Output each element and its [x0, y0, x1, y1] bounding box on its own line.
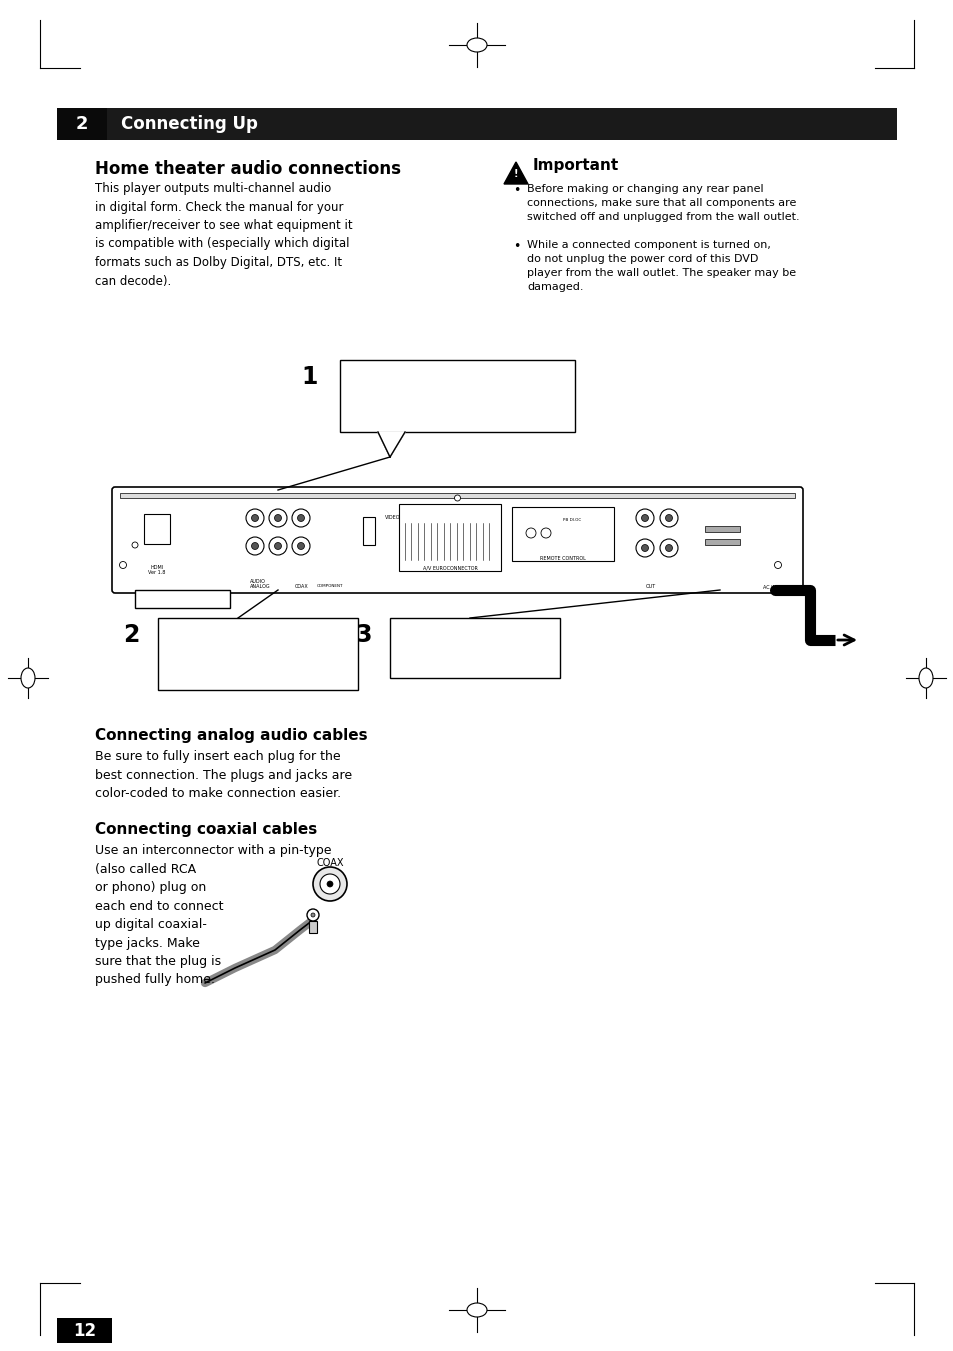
Circle shape — [659, 539, 678, 557]
Circle shape — [327, 881, 333, 888]
FancyBboxPatch shape — [144, 513, 170, 544]
Text: Use an interconnector with a pin-type
(also called RCA
or phono) plug on
each en: Use an interconnector with a pin-type (a… — [95, 844, 331, 986]
Circle shape — [774, 562, 781, 569]
Bar — [57, 108, 107, 141]
Text: Connecting analog audio cables: Connecting analog audio cables — [95, 728, 367, 743]
Circle shape — [274, 543, 281, 550]
Circle shape — [297, 543, 304, 550]
Circle shape — [307, 909, 318, 921]
Circle shape — [252, 543, 258, 550]
Circle shape — [454, 494, 460, 501]
Text: COMPONENT: COMPONENT — [316, 584, 343, 588]
Text: If your amplifier has stereo
inputs only, connect them here.: If your amplifier has stereo inputs only… — [350, 370, 549, 401]
Circle shape — [665, 544, 672, 551]
Polygon shape — [377, 432, 405, 457]
Text: Connecting coaxial cables: Connecting coaxial cables — [95, 821, 317, 838]
Text: A/V EUROCONNECTOR: A/V EUROCONNECTOR — [422, 565, 476, 570]
Bar — [57, 1319, 112, 1343]
Text: Be sure to fully insert each plug for the
best connection. The plugs and jacks a: Be sure to fully insert each plug for th… — [95, 750, 352, 800]
Text: AC IN: AC IN — [762, 585, 776, 590]
Bar — [57, 108, 896, 141]
Text: HDMI: HDMI — [151, 565, 164, 570]
Bar — [309, 921, 316, 934]
Text: !: ! — [514, 169, 517, 178]
Text: OUT: OUT — [645, 584, 656, 589]
FancyBboxPatch shape — [512, 507, 614, 561]
Text: •: • — [513, 240, 519, 253]
Text: Connecting Up: Connecting Up — [121, 115, 257, 132]
Polygon shape — [503, 162, 527, 184]
Ellipse shape — [467, 38, 486, 51]
Text: 1: 1 — [301, 365, 317, 389]
Circle shape — [311, 913, 314, 917]
Text: Ver 1.8: Ver 1.8 — [148, 570, 166, 576]
Text: 3: 3 — [355, 623, 372, 647]
FancyBboxPatch shape — [158, 617, 357, 690]
Circle shape — [636, 509, 654, 527]
FancyBboxPatch shape — [390, 617, 559, 678]
Circle shape — [640, 544, 648, 551]
Circle shape — [269, 509, 287, 527]
Circle shape — [246, 536, 264, 555]
Circle shape — [640, 515, 648, 521]
FancyBboxPatch shape — [398, 504, 500, 571]
FancyBboxPatch shape — [112, 486, 802, 593]
Text: 2: 2 — [75, 115, 89, 132]
Text: Plug into a standard
AC wall outlet.: Plug into a standard AC wall outlet. — [399, 628, 525, 659]
Circle shape — [269, 536, 287, 555]
Text: ANALOG: ANALOG — [250, 584, 271, 589]
Text: 12: 12 — [72, 1321, 96, 1339]
Circle shape — [292, 536, 310, 555]
Text: VIDEO: VIDEO — [385, 515, 400, 520]
Ellipse shape — [21, 667, 35, 688]
Circle shape — [274, 515, 281, 521]
Text: COAX: COAX — [294, 584, 309, 589]
Circle shape — [319, 874, 339, 894]
Text: Connect to the coaxial input
of your amplifier, if it has
digital inputs.: Connect to the coaxial input of your amp… — [168, 628, 345, 677]
Ellipse shape — [918, 667, 932, 688]
Text: While a connected component is turned on,
do not unplug the power cord of this D: While a connected component is turned on… — [526, 240, 796, 292]
Circle shape — [665, 515, 672, 521]
Bar — [135, 590, 230, 608]
Text: PB DI.OC: PB DI.OC — [562, 517, 580, 521]
Text: AUDIO: AUDIO — [250, 580, 266, 584]
Text: This player outputs multi-channel audio
in digital form. Check the manual for yo: This player outputs multi-channel audio … — [95, 182, 353, 288]
Text: REMOTE CONTROL: REMOTE CONTROL — [539, 557, 585, 561]
Circle shape — [132, 542, 138, 549]
Circle shape — [313, 867, 347, 901]
Text: 2: 2 — [124, 623, 140, 647]
FancyBboxPatch shape — [339, 359, 575, 432]
Circle shape — [540, 528, 551, 538]
Bar — [704, 539, 740, 544]
Bar — [704, 526, 740, 532]
Text: •: • — [513, 184, 519, 197]
Text: COAX: COAX — [315, 858, 343, 867]
Bar — [120, 493, 794, 499]
Text: Home theater audio connections: Home theater audio connections — [95, 159, 400, 178]
Ellipse shape — [467, 1302, 486, 1317]
Circle shape — [525, 528, 536, 538]
Circle shape — [252, 515, 258, 521]
Circle shape — [636, 539, 654, 557]
Circle shape — [246, 509, 264, 527]
Circle shape — [292, 509, 310, 527]
Circle shape — [119, 562, 127, 569]
Bar — [363, 517, 375, 544]
Text: Important: Important — [533, 158, 618, 173]
Circle shape — [659, 509, 678, 527]
Circle shape — [297, 515, 304, 521]
Text: Before making or changing any rear panel
connections, make sure that all compone: Before making or changing any rear panel… — [526, 184, 799, 222]
